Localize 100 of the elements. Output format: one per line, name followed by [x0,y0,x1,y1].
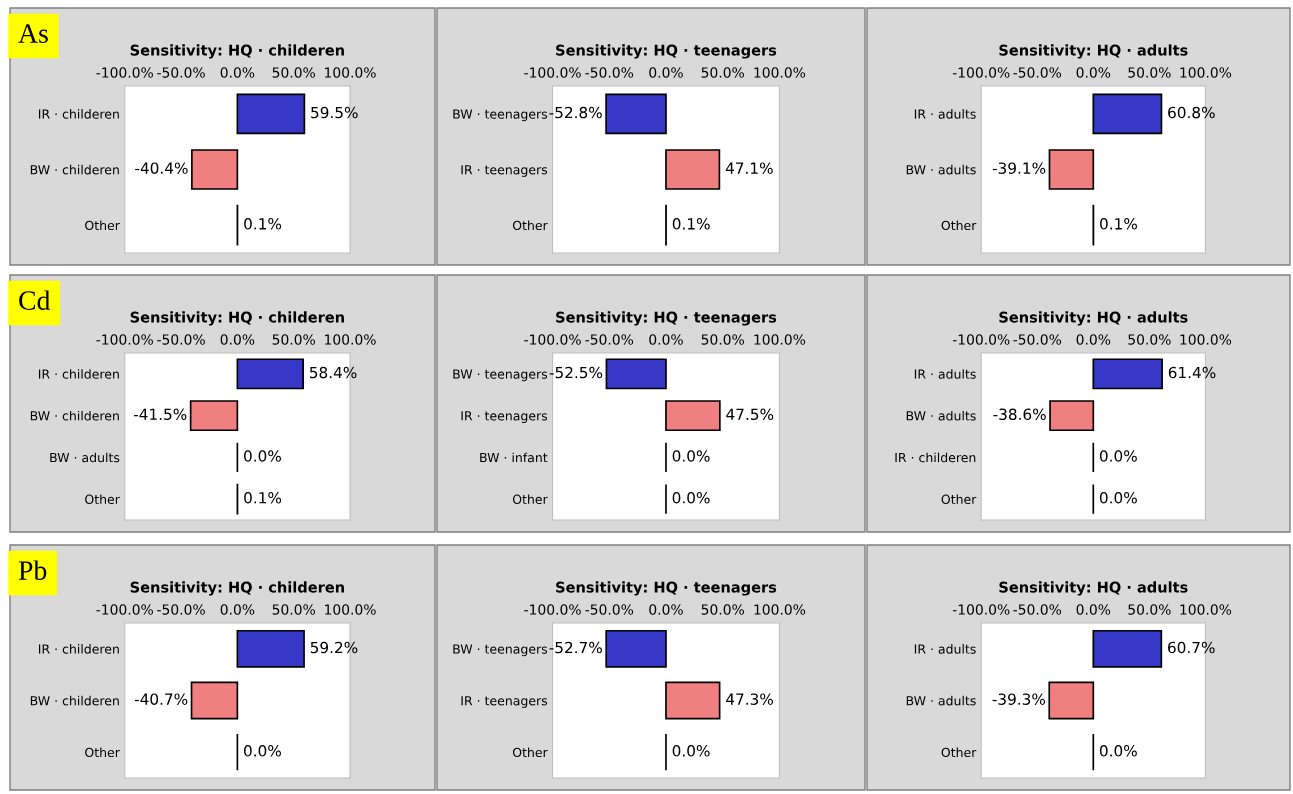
data-label: 0.0% [672,450,710,462]
y-tick-label: IR · childeren [38,644,119,654]
chart-title: Sensitivity: HQ · childeren [130,581,344,596]
x-tick-label: 100.0% [754,67,806,78]
x-tick-label: 0.0% [1076,334,1111,345]
x-tick-label: -50.0% [157,67,205,78]
data-label: 58.4% [309,366,357,379]
bar [236,358,304,390]
x-tick-label: 50.0% [1128,334,1171,345]
text: As [18,24,48,43]
y-tick-label: BW · childeren [30,695,119,706]
x-tick-label: 50.0% [701,334,744,345]
y-tick-label: IR · childeren [38,369,119,379]
y-tick-label: Other [941,494,977,505]
y-tick-label: BW · teenagers [453,109,548,122]
x-tick-label: -50.0% [157,604,205,615]
x-tick-label: 50.0% [272,67,315,78]
y-tick-label: IR · childeren [38,109,119,119]
y-tick-label: IR · teenagers [461,696,548,708]
data-label: -38.6% [993,408,1046,421]
data-label: -40.4% [135,162,188,174]
x-tick-label: 0.0% [1076,67,1111,78]
data-label: -39.3% [992,693,1046,705]
x-tick-label: 50.0% [1128,67,1171,78]
x-tick-label: -100.0% [96,67,153,78]
data-label: 0.1% [244,492,282,504]
x-tick-label: 100.0% [325,604,376,615]
data-label: -52.7% [549,641,602,654]
x-tick-label: 50.0% [272,334,315,345]
data-label: 0.0% [1099,492,1137,504]
y-tick-label: Other [85,220,120,231]
bar [1048,149,1095,190]
data-label: 60.8% [1168,106,1215,119]
chart-title: Sensitivity: HQ · teenagers [556,311,777,326]
y-tick-label: Other [512,494,548,505]
chart-title: Sensitivity: HQ · teenagers [556,44,777,59]
x-tick-label: 0.0% [220,334,255,345]
data-label: 0.0% [1099,745,1137,757]
x-tick-label: -50.0% [157,334,205,345]
x-tick-label: -50.0% [585,334,634,345]
data-label: 47.1% [725,162,773,174]
x-tick-label: 100.0% [325,334,376,345]
data-label: 0.0% [244,450,281,462]
y-tick-label: BW · childeren [30,410,119,421]
text: Pb [18,560,47,580]
x-tick-label: -100.0% [96,334,153,345]
chart-title: Sensitivity: HQ · childeren [130,311,344,326]
data-label: 59.5% [311,106,358,119]
data-label: 59.2% [310,641,358,654]
data-label: -52.5% [549,366,603,379]
y-tick-label: BW · infant [480,452,548,463]
x-tick-label: -100.0% [952,604,1010,615]
x-tick-label: -50.0% [1013,334,1062,345]
chart-title: Sensitivity: HQ · adults [999,311,1188,326]
y-tick-label: IR · adults [914,109,976,119]
x-tick-label: 100.0% [1180,334,1232,345]
data-label: 60.7% [1168,641,1215,654]
y-tick-label: Other [512,747,548,758]
y-tick-label: IR · teenagers [461,411,548,423]
data-label: -52.8% [549,106,602,119]
y-tick-label: BW · adults [50,452,120,463]
x-tick-label: 0.0% [649,334,683,345]
x-tick-label: -100.0% [952,334,1010,345]
x-tick-label: 100.0% [754,334,806,345]
data-label: 0.1% [1100,218,1137,230]
bar [665,149,721,190]
x-tick-label: 0.0% [649,604,683,615]
y-tick-label: BW · adults [906,695,976,706]
bar [605,93,667,135]
chart-title: Sensitivity: HQ · adults [999,44,1188,59]
bar [236,93,306,135]
bar [191,149,239,190]
x-tick-label: -50.0% [585,604,634,615]
x-tick-label: 50.0% [701,604,744,615]
chart-title: Sensitivity: HQ · teenagers [556,581,777,596]
x-tick-label: 50.0% [701,67,744,78]
x-tick-label: -100.0% [524,67,581,78]
x-tick-label: 0.0% [649,67,683,78]
x-tick-label: -100.0% [524,604,581,615]
y-tick-label: IR · adults [914,369,976,379]
x-tick-label: 50.0% [1128,604,1171,615]
y-tick-label: Other [85,494,120,505]
data-label: -40.7% [134,693,188,705]
x-tick-label: 0.0% [220,67,255,78]
y-tick-label: Other [85,747,120,758]
y-tick-label: BW · childeren [30,164,119,175]
data-label: 0.0% [672,745,710,757]
data-label: 0.1% [672,218,710,230]
data-label: 0.0% [244,745,281,757]
y-tick-label: BW · adults [906,410,976,421]
chart-title: Sensitivity: HQ · adults [999,581,1188,596]
bar [1092,93,1163,135]
data-label: 0.1% [244,218,282,230]
y-tick-label: Other [941,747,977,758]
data-label: 0.0% [1099,450,1137,462]
y-tick-label: IR · childeren [895,452,976,463]
x-tick-label: 50.0% [272,604,315,615]
text: Cd [19,290,51,310]
x-tick-label: -100.0% [952,67,1010,78]
y-tick-label: Other [512,220,548,231]
